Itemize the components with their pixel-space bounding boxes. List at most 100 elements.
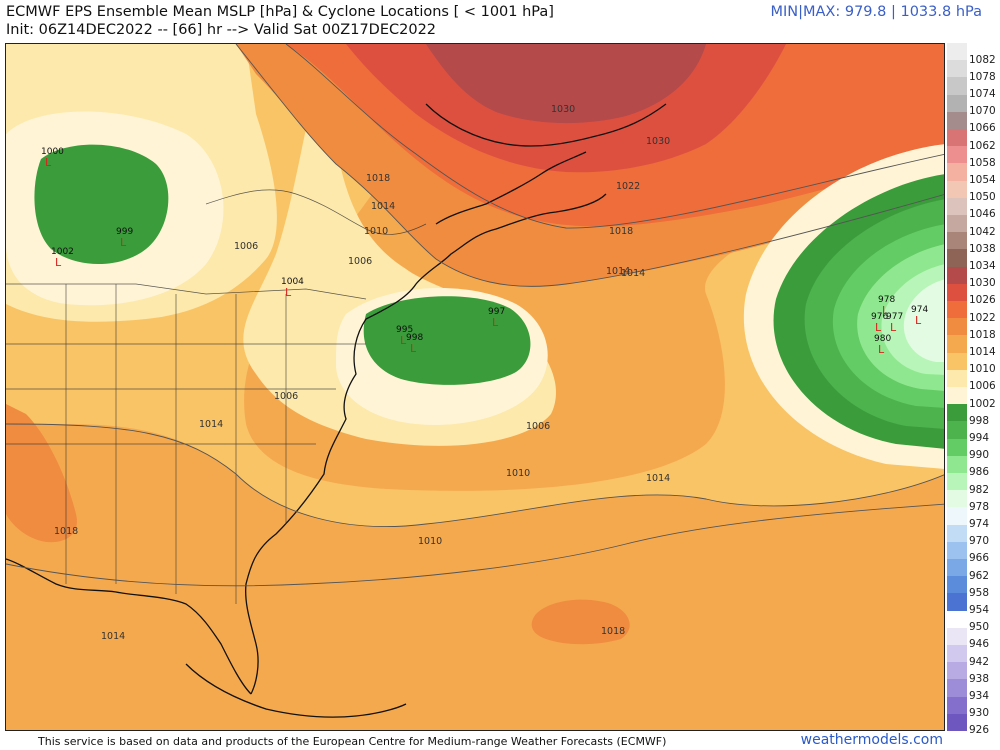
colorbar-label: 1054: [969, 174, 996, 186]
colorbar-cell: [947, 43, 967, 61]
isobar-lines: [6, 44, 944, 587]
isobar-label: 1018: [54, 526, 78, 537]
site-link[interactable]: weathermodels.com: [800, 732, 943, 748]
colorbar-cell: [947, 404, 967, 422]
low-pressure-value: 978: [878, 295, 895, 305]
low-center-marker: L: [400, 334, 407, 347]
isobar-label: 1018: [609, 226, 633, 237]
colorbar-label: 1038: [969, 242, 996, 255]
low-great-lakes: [34, 144, 169, 264]
colorbar-label: 1018: [969, 328, 996, 341]
colorbar-cell: [947, 473, 967, 491]
isobar-label: 1010: [364, 226, 388, 237]
colorbar-cell: [947, 387, 967, 405]
political-borders: [6, 189, 427, 604]
colorbar-cell: [947, 146, 967, 164]
low-pressure-value: 1002: [51, 247, 74, 257]
colorbar-cell: [947, 610, 967, 629]
low-atlantic-978: [903, 279, 944, 362]
colorbar-cell: [947, 163, 967, 182]
colorbar-label: 1014: [969, 346, 996, 358]
colorbar-label: 934: [969, 690, 990, 702]
colorbar-cell: [947, 576, 967, 594]
colorbar-cell: [947, 335, 967, 354]
isobar-labels: 1030103010221018101810141014101410101010…: [54, 104, 670, 642]
map-title: ECMWF EPS Ensemble Mean MSLP [hPa] & Cyc…: [6, 4, 554, 20]
colorbar-label: 1078: [969, 70, 996, 83]
isobar-label: 1014: [371, 201, 395, 212]
isobar-label: 1014: [646, 473, 670, 484]
low-center-marker: L: [890, 321, 897, 334]
colorbar-label: 986: [969, 466, 990, 479]
isobar-label: 1006: [274, 391, 298, 402]
colorbar-cell: [947, 94, 967, 113]
colorbar-label: 1042: [969, 225, 996, 238]
colorbar-label: 1062: [969, 139, 996, 152]
colorbar-label: 974: [969, 518, 990, 530]
colorbar-cell: [947, 266, 967, 285]
isobar-label: 1022: [616, 181, 640, 192]
colorbar-label: 1070: [969, 105, 996, 118]
isobar-label: 1010: [418, 536, 442, 547]
colorbar-cell: [947, 180, 967, 199]
colorbar-cell: [947, 679, 967, 698]
colorbar-label: 966: [969, 552, 990, 565]
low-pressure-value: 998: [406, 333, 423, 343]
colorbar-cell: [947, 645, 967, 663]
colorbar-cell: [947, 627, 967, 646]
isobar-label: 1014: [101, 631, 125, 642]
colorbar-label: 1050: [969, 191, 996, 204]
isobar-label: 1014: [199, 419, 223, 430]
colorbar-label: 1058: [969, 156, 996, 169]
low-center-marker: L: [915, 314, 922, 327]
colorbar-cell: [947, 249, 967, 268]
isobar-label: 1010: [506, 468, 530, 479]
colorbar-cell: [947, 129, 967, 147]
low-center-marker: L: [410, 342, 417, 355]
high-blob-south: [531, 599, 630, 645]
colorbar-label: 962: [969, 569, 990, 582]
colorbar-cell: [947, 301, 967, 319]
low-pressure-value: 976: [871, 312, 888, 322]
low-pressure-value: 977: [886, 312, 903, 322]
init-valid-time: Init: 06Z14DEC2022 -- [66] hr --> Valid …: [6, 22, 437, 38]
low-center-marker: L: [120, 236, 127, 249]
pressure-map: 1030 1030 1022 1018 1018 1014 1014 1014 1010 1010…: [5, 43, 945, 731]
isobar-label: 1014: [606, 266, 630, 277]
colorbar-label: 982: [969, 483, 990, 496]
low-center-marker: L: [882, 304, 889, 317]
colorbar-label: 970: [969, 535, 990, 548]
low-pressure-value: 980: [874, 334, 891, 344]
colorbar-label: 1006: [969, 380, 996, 393]
colorbar-label: 998: [969, 414, 990, 427]
colorbar-label: 994: [969, 432, 990, 444]
colorbar-label: 1026: [969, 294, 996, 307]
colorbar-cell: [947, 318, 967, 336]
colorbar-cell: [947, 232, 967, 250]
colorbar-label: 978: [969, 500, 990, 513]
colorbar-cell: [947, 421, 967, 440]
colorbar-label: 1030: [969, 277, 996, 290]
isobar-label: 1030: [646, 136, 670, 147]
colorbar-cell: [947, 541, 967, 560]
colorbar-cell: [947, 369, 967, 388]
low-center-marker: L: [875, 321, 882, 334]
ecmwf-credit: This service is based on data and produc…: [38, 735, 667, 748]
colorbar-cell: [947, 352, 967, 371]
low-new-england: [363, 296, 531, 385]
low-pressure-value: 997: [488, 307, 505, 317]
pressure-colorbar: [947, 43, 967, 732]
colorbar-cell: [947, 559, 967, 577]
colorbar-label: 990: [969, 449, 990, 462]
colorbar-cell: [947, 60, 967, 78]
colorbar-cell: [947, 507, 967, 526]
colorbar-cell: [947, 215, 967, 233]
colorbar-label: 958: [969, 586, 990, 599]
colorbar-label: 1066: [969, 122, 996, 135]
low-center-marker: L: [285, 286, 292, 299]
low-center-marker: L: [878, 343, 885, 356]
coastlines: [6, 103, 667, 718]
low-center-marker: L: [45, 156, 52, 169]
colorbar-label: 946: [969, 638, 990, 651]
